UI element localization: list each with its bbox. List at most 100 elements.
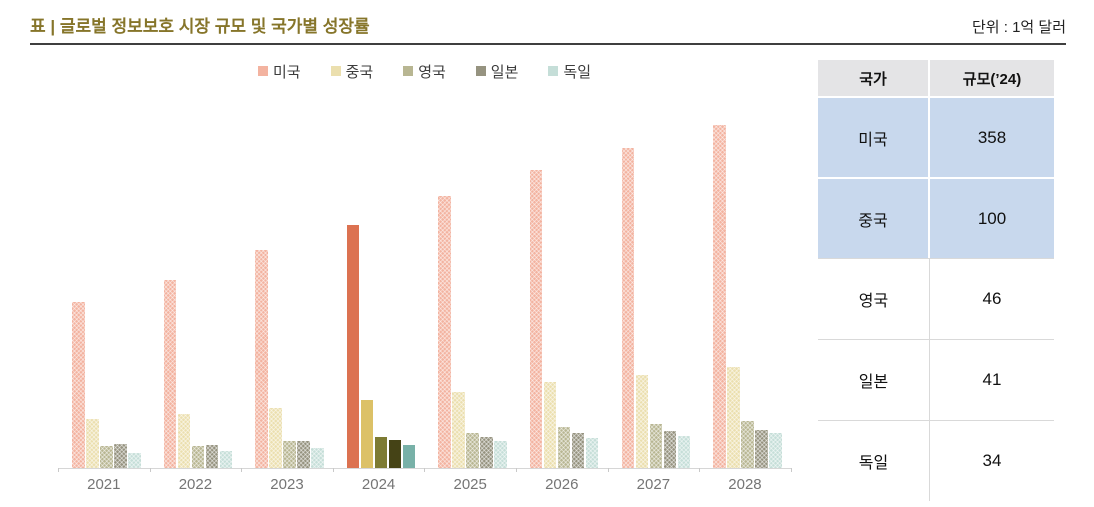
legend-label-japan: 일본 xyxy=(490,63,519,81)
year-group-2021 xyxy=(58,85,150,468)
bar-japan-2021 xyxy=(114,444,127,468)
year-group-2028 xyxy=(699,85,791,468)
bar-uk-2021 xyxy=(100,446,113,468)
legend-swatch-uk xyxy=(403,66,414,76)
legend-swatch-japan xyxy=(475,66,486,76)
table-row-4: 독일 34 xyxy=(818,420,1054,501)
bar-germany-2023 xyxy=(311,448,324,468)
legend-label-usa: 미국 xyxy=(272,63,301,81)
figure-body: 미국 중국 영국 일본 독일 2021 2022 2023 2024 2025 2026 2027 2… xyxy=(0,45,1094,501)
table-cell-size: 34 xyxy=(982,451,1002,470)
axis-tick xyxy=(58,468,59,472)
axis-tick xyxy=(790,468,792,472)
x-label-2022: 2022 xyxy=(178,476,213,493)
axis-tick xyxy=(149,468,151,472)
year-group-2024 xyxy=(333,85,425,468)
x-axis-labels: 2021 2022 2023 2024 2025 2026 2027 2028 xyxy=(58,469,791,493)
x-label-2026: 2026 xyxy=(545,476,579,493)
legend-swatch-china xyxy=(330,66,341,76)
summary-table: 국가 규모(’24) 미국 358 중국 100 영국 46 일본 41 독일 34 xyxy=(818,60,1054,501)
year-group-2025 xyxy=(424,85,516,468)
legend-label-germany: 독일 xyxy=(563,63,592,81)
table-cell-country: 중국 xyxy=(818,179,930,258)
bar-chart: 미국 중국 영국 일본 독일 2021 2022 2023 2024 2025 2026 2027 2… xyxy=(0,45,805,501)
x-label-2023: 2023 xyxy=(270,476,304,493)
bar-china-2025 xyxy=(452,392,465,468)
x-label-2028: 2028 xyxy=(728,476,762,493)
bar-china-2026 xyxy=(543,382,557,468)
axis-tick xyxy=(241,468,243,472)
table-cell-size: 46 xyxy=(982,289,1002,308)
unit-label: 단위 : 1억 달러 xyxy=(971,19,1066,36)
bar-usa-2024 xyxy=(346,225,360,468)
year-group-2023 xyxy=(241,85,333,468)
axis-tick xyxy=(699,468,701,472)
legend-item-china: 중국 xyxy=(330,61,373,82)
bar-uk-2026 xyxy=(557,427,571,468)
bar-uk-2025 xyxy=(466,433,479,468)
table-header-size: 규모(’24) xyxy=(962,70,1022,88)
bar-japan-2027 xyxy=(663,431,677,468)
bar-china-2022 xyxy=(177,414,191,468)
bar-germany-2025 xyxy=(494,441,507,468)
bar-china-2021 xyxy=(86,419,99,468)
bar-uk-2024 xyxy=(374,437,388,468)
bar-usa-2023 xyxy=(255,250,268,468)
chart-plot-area xyxy=(58,85,792,472)
bar-uk-2028 xyxy=(741,421,754,468)
table-header-row: 국가 규모(’24) xyxy=(818,60,1054,96)
axis-tick xyxy=(332,468,334,472)
legend-item-germany: 독일 xyxy=(548,61,591,82)
table-row-2: 영국 46 xyxy=(818,258,1054,339)
bar-japan-2028 xyxy=(755,430,768,468)
bar-germany-2021 xyxy=(128,453,141,468)
x-label-2027: 2027 xyxy=(636,476,671,493)
table-row-3: 일본 41 xyxy=(818,339,1054,420)
year-group-2026 xyxy=(516,85,608,468)
table-row-0: 미국 358 xyxy=(818,96,1054,177)
chart-legend: 미국 중국 영국 일본 독일 xyxy=(58,61,791,81)
table-cell-country: 독일 xyxy=(818,421,930,501)
figure-header: 표 | 글로벌 정보보호 시장 규모 및 국가별 성장률 단위 : 1억 달러 xyxy=(30,0,1066,45)
year-group-2027 xyxy=(608,85,700,468)
axis-tick xyxy=(516,468,517,472)
bar-china-2024 xyxy=(360,400,374,468)
legend-item-japan: 일본 xyxy=(475,61,519,82)
bar-germany-2024 xyxy=(402,445,416,468)
year-group-2022 xyxy=(150,85,242,468)
legend-item-uk: 영국 xyxy=(403,61,446,82)
bar-japan-2024 xyxy=(388,440,402,468)
table-cell-country: 미국 xyxy=(818,98,930,177)
x-label-2025: 2025 xyxy=(453,476,487,493)
bar-usa-2027 xyxy=(621,148,635,468)
bar-germany-2027 xyxy=(677,436,691,468)
bar-japan-2023 xyxy=(297,441,310,468)
bar-japan-2022 xyxy=(205,445,219,468)
table-body: 미국 358 중국 100 영국 46 일본 41 독일 34 xyxy=(818,96,1054,501)
bar-germany-2022 xyxy=(219,451,233,468)
table-cell-size: 100 xyxy=(977,208,1007,228)
table-cell-country: 일본 xyxy=(818,340,930,420)
legend-label-uk: 영국 xyxy=(418,63,446,81)
table-header-country: 국가 xyxy=(818,60,930,96)
axis-tick xyxy=(607,468,609,472)
bar-japan-2026 xyxy=(571,433,585,468)
bar-china-2023 xyxy=(269,408,282,468)
page-title: 표 | 글로벌 정보보호 시장 규모 및 국가별 성장률 xyxy=(30,17,370,36)
legend-swatch-usa xyxy=(257,66,268,76)
x-label-2021: 2021 xyxy=(87,476,121,493)
bar-uk-2022 xyxy=(191,446,205,468)
table-cell-size: 358 xyxy=(977,127,1007,147)
bar-china-2027 xyxy=(635,375,649,468)
bar-usa-2025 xyxy=(438,196,451,468)
table-cell-size: 41 xyxy=(982,370,1002,389)
bar-china-2028 xyxy=(727,367,740,468)
axis-tick xyxy=(424,468,426,472)
legend-swatch-germany xyxy=(548,66,559,76)
table-cell-country: 영국 xyxy=(818,259,930,339)
x-label-2024: 2024 xyxy=(361,476,396,493)
bar-usa-2021 xyxy=(72,302,85,468)
table-row-1: 중국 100 xyxy=(818,177,1054,258)
bar-usa-2028 xyxy=(713,125,726,468)
